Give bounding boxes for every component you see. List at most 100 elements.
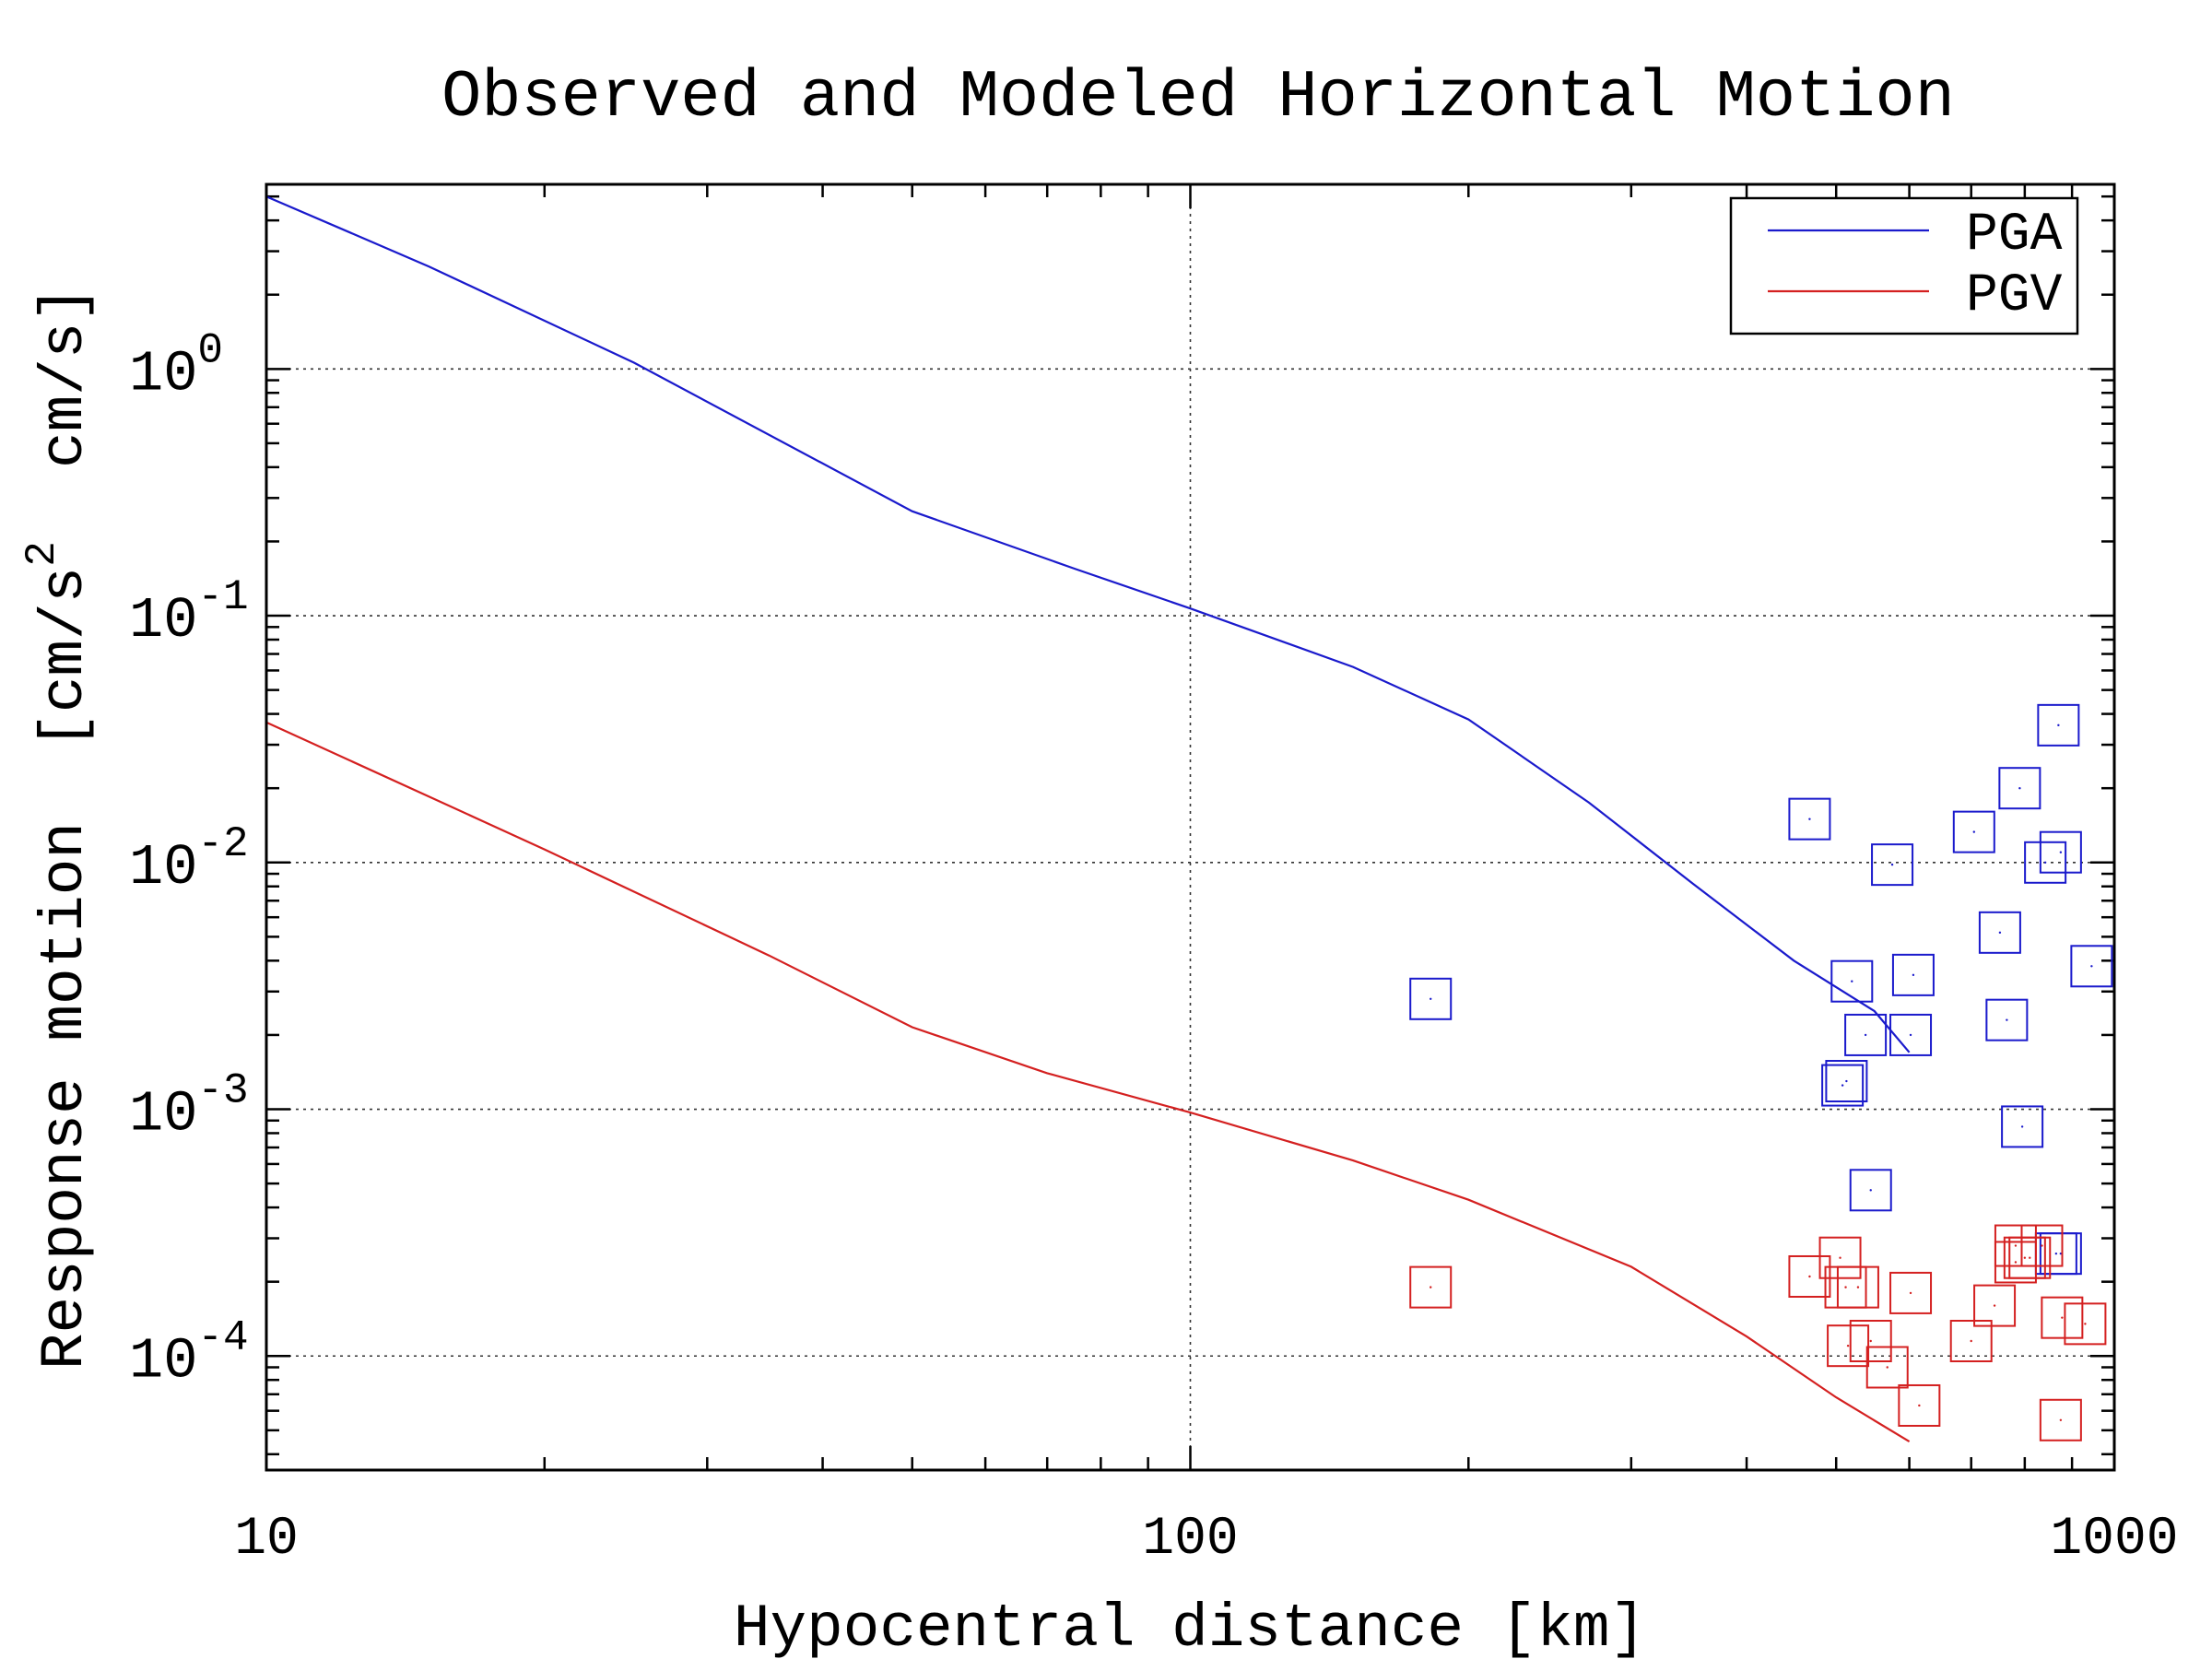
grid xyxy=(266,184,2114,1470)
data-marker xyxy=(1849,1169,1892,1212)
legend-box xyxy=(1729,196,2079,335)
y-label-part: Response motion [cm/s xyxy=(30,567,100,1370)
x-tick-label: 100 xyxy=(1142,1510,1238,1570)
data-marker xyxy=(1889,1271,1933,1314)
data-marker-dot xyxy=(1972,830,1976,833)
data-marker xyxy=(2020,1224,2064,1267)
data-marker-dot xyxy=(2020,1125,2024,1128)
data-marker-dot xyxy=(1430,1286,1432,1288)
y-label-superscript: 2 xyxy=(18,541,66,567)
data-marker-dot xyxy=(1869,1339,1872,1343)
data-marker-dot xyxy=(2006,1018,2008,1021)
data-marker-dot xyxy=(1970,1339,1972,1343)
y-tick-label-exponent: -4 xyxy=(197,1313,248,1361)
data-marker-dot xyxy=(2029,1256,2031,1259)
data-marker xyxy=(1821,1064,1865,1107)
y-tick-label: 100 xyxy=(129,326,223,406)
legend-label-pga: PGA xyxy=(1966,206,2063,265)
data-marker-dot xyxy=(1845,1079,1848,1083)
data-marker-dot xyxy=(1846,1344,1850,1347)
y-tick-label-base: 10 xyxy=(129,341,197,406)
data-marker xyxy=(1871,843,1914,887)
y-tick-label: 10-2 xyxy=(129,820,249,900)
data-marker xyxy=(2064,1302,2107,1346)
y-tick-label-base: 10 xyxy=(129,588,197,653)
data-marker xyxy=(2037,703,2080,747)
data-marker-dot xyxy=(1864,1033,1867,1037)
plot-frame xyxy=(265,182,2116,1472)
data-marker xyxy=(2041,1296,2084,1339)
data-marker-dot xyxy=(2057,724,2060,727)
data-marker xyxy=(1973,1284,2017,1327)
data-marker xyxy=(1998,767,2041,810)
data-marker xyxy=(1889,1013,1933,1056)
data-marker-dot xyxy=(1869,1189,1872,1192)
y-tick-label-exponent: -3 xyxy=(197,1067,248,1115)
y-tick-label-base: 10 xyxy=(129,1328,197,1394)
y-label-part: cm/s] xyxy=(30,286,100,541)
data-marker xyxy=(1827,1324,1870,1368)
data-marker-dot xyxy=(1918,1404,1921,1407)
data-marker-dot xyxy=(2061,1316,2064,1319)
data-marker xyxy=(1844,1013,1888,1056)
data-marker-dot xyxy=(2043,861,2047,864)
data-marker-dot xyxy=(1841,1084,1844,1087)
data-marker-dot xyxy=(1909,1291,1912,1295)
data-marker xyxy=(1836,1265,1879,1309)
data-marker-dot xyxy=(1839,1256,1841,1259)
data-marker xyxy=(1849,1320,1892,1363)
data-marker xyxy=(1865,1346,1909,1389)
data-marker-dot xyxy=(2059,851,2063,853)
x-axis-label: Hypocentral distance [km] xyxy=(734,1594,1646,1659)
x-tick-label: 1000 xyxy=(2050,1510,2178,1570)
series-line-pga xyxy=(265,195,1911,1053)
data-marker-dot xyxy=(1856,1286,1860,1288)
data-marker-dot xyxy=(2014,1244,2018,1247)
data-marker-dot xyxy=(1808,1275,1811,1278)
data-marker-dot xyxy=(1993,1304,1996,1307)
data-marker xyxy=(1830,959,1874,1003)
data-marker xyxy=(1818,1236,1862,1279)
y-axis-label: Response motion [cm/s2 cm/s] xyxy=(18,286,100,1370)
data-marker-dot xyxy=(1912,973,1915,977)
data-marker-dot xyxy=(1998,931,2002,935)
data-marker-dot xyxy=(1909,1033,1912,1037)
data-marker-dot xyxy=(1808,818,1811,820)
data-marker xyxy=(1949,1320,1993,1363)
data-marker-dot xyxy=(2023,1256,2027,1259)
data-marker xyxy=(1985,998,2029,1041)
data-marker xyxy=(1788,797,1831,841)
y-tick-label: 10-3 xyxy=(129,1067,249,1147)
data-marker-dot xyxy=(2054,1252,2058,1255)
data-marker-dot xyxy=(2014,1261,2018,1264)
y-tick-label: 10-4 xyxy=(129,1313,249,1394)
data-marker xyxy=(1891,953,1935,996)
data-marker-dot xyxy=(1851,980,1853,982)
y-tick-label-base: 10 xyxy=(129,1082,197,1147)
data-marker xyxy=(2070,945,2113,988)
y-tick-label-exponent: -1 xyxy=(197,573,248,621)
y-tick-label-exponent: 0 xyxy=(197,326,223,374)
axis-ticks xyxy=(265,184,2114,1470)
y-tick-label-exponent: -2 xyxy=(197,820,248,868)
data-marker xyxy=(1898,1383,1941,1427)
data-marker xyxy=(2001,1105,2044,1148)
data-marker xyxy=(2024,841,2067,884)
data-marker-dot xyxy=(1890,863,1894,866)
data-marker xyxy=(1825,1060,1868,1103)
y-tick-label-base: 10 xyxy=(129,835,197,900)
data-marker xyxy=(1978,911,2021,954)
data-marker-dot xyxy=(1886,1366,1888,1369)
chart-title: Observed and Modeled Horizontal Motion xyxy=(441,60,1955,135)
y-tick-label: 10-1 xyxy=(129,573,249,653)
data-marker-dot xyxy=(2041,1244,2043,1247)
data-marker xyxy=(2039,830,2082,874)
data-marker xyxy=(2008,1236,2052,1279)
data-marker xyxy=(1952,810,1995,853)
data-marker xyxy=(2039,1398,2082,1441)
data-marker-dot xyxy=(1844,1286,1847,1288)
data-marker xyxy=(1788,1254,1831,1298)
